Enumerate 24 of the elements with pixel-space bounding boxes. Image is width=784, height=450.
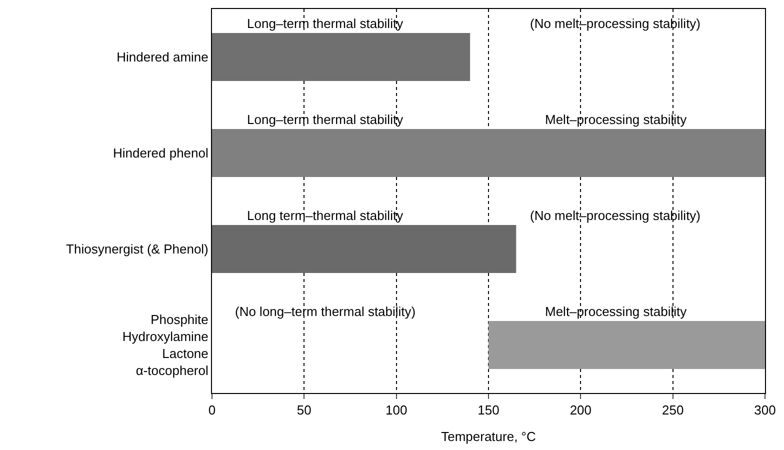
annotation: Long term–thermal stability (247, 208, 404, 223)
x-axis-title: Temperature, °C (441, 429, 536, 444)
x-tick-label: 0 (208, 402, 216, 418)
x-tick-label: 250 (662, 402, 684, 418)
x-tick-label: 100 (385, 402, 408, 418)
bar (212, 33, 470, 81)
x-tick-label: 300 (754, 402, 776, 418)
y-tick-label: Thiosynergist (& Phenol) (66, 242, 208, 257)
annotation: Long–term thermal stability (247, 112, 404, 127)
x-tick-label: 50 (296, 402, 312, 418)
annotation: Long–term thermal stability (247, 16, 404, 31)
annotation: (No melt–processing stability) (530, 16, 701, 31)
x-tick-label: 200 (570, 402, 592, 418)
annotation: (No melt–processing stability) (530, 208, 701, 223)
bar (212, 129, 765, 177)
annotation: Melt–processing stability (545, 304, 688, 319)
bar (488, 321, 765, 369)
annotation: (No long–term thermal stability) (235, 304, 416, 319)
y-tick-label: Phosphite Hydroxylamine Lactone α-tocopherol (122, 312, 209, 378)
y-tick-label: Hindered phenol (112, 146, 209, 161)
x-tick-label: 150 (478, 402, 500, 418)
bar (212, 225, 516, 273)
annotation: Melt–processing stability (545, 112, 688, 127)
y-tick-label: Hindered amine (116, 50, 208, 65)
